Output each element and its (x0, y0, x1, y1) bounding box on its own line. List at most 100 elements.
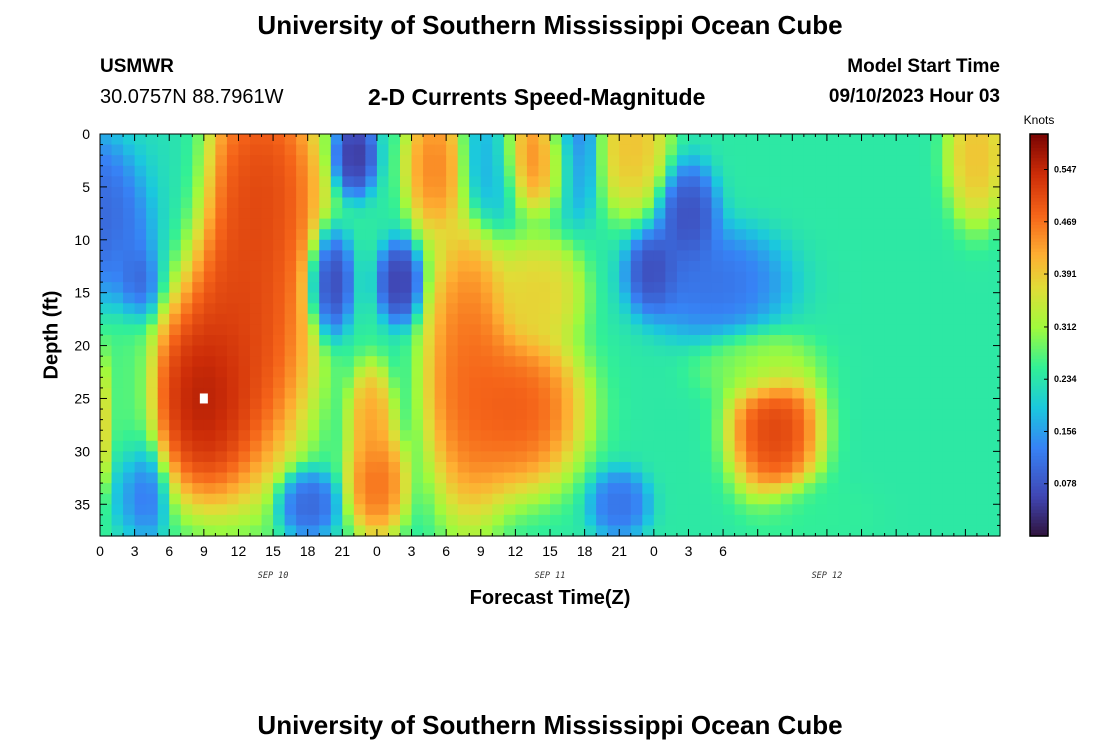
heatmap-cell (815, 144, 828, 156)
colorbar-segment (1030, 422, 1048, 427)
colorbar-segment (1030, 284, 1048, 289)
heatmap-cell (988, 387, 1001, 400)
heatmap-cell (919, 461, 932, 474)
heatmap-cell (826, 186, 840, 199)
heatmap-cell (723, 430, 736, 442)
heatmap-cell (907, 356, 920, 368)
heatmap-cell (238, 271, 251, 283)
heatmap-cell (930, 387, 943, 400)
heatmap-cell (400, 472, 413, 484)
heatmap-cell (469, 282, 482, 294)
heatmap-cell (688, 282, 701, 294)
heatmap-cell (515, 186, 528, 199)
heatmap-cell (480, 430, 493, 442)
heatmap-cell (376, 409, 390, 421)
heatmap-cell (630, 440, 643, 452)
heatmap-cell (780, 461, 793, 474)
heatmap-cell (780, 525, 793, 537)
heatmap-cell (700, 345, 713, 357)
heatmap-cell (134, 239, 147, 251)
heatmap-cell (711, 440, 724, 452)
heatmap-cell (826, 324, 840, 336)
heatmap-cell (215, 218, 228, 230)
heatmap-cell (480, 483, 493, 495)
heatmap-cell (619, 197, 632, 209)
heatmap-cell (619, 483, 632, 495)
heatmap-cell (526, 493, 540, 505)
heatmap-cell (238, 250, 251, 262)
heatmap-cell (630, 366, 643, 378)
heatmap-cell (503, 514, 516, 527)
heatmap-cell (630, 419, 643, 431)
heatmap-cell (157, 472, 170, 484)
heatmap-cell (653, 155, 666, 167)
heatmap-cell (873, 366, 886, 378)
heatmap-cell (550, 165, 563, 177)
colorbar-segment (1030, 361, 1048, 366)
heatmap-cell (261, 144, 274, 156)
heatmap-cell (988, 461, 1001, 474)
heatmap-cell (180, 345, 193, 357)
heatmap-cell (642, 409, 655, 421)
heatmap-cell (296, 229, 309, 241)
heatmap-cell (226, 493, 240, 505)
heatmap-cell (342, 335, 355, 347)
heatmap-cell (423, 282, 436, 294)
heatmap-cell (296, 271, 309, 283)
heatmap-cell (919, 271, 932, 283)
heatmap-cell (457, 292, 470, 304)
heatmap-cell (803, 483, 816, 495)
heatmap-cell (642, 451, 655, 463)
heatmap-cell (896, 398, 909, 410)
heatmap-cell (423, 525, 436, 537)
heatmap-cell (123, 461, 136, 474)
heatmap-cell (665, 419, 678, 431)
heatmap-cell (469, 176, 482, 188)
heatmap-cell (215, 525, 228, 537)
heatmap-cell (319, 303, 332, 315)
heatmap-cell (180, 324, 193, 336)
heatmap-cell (192, 186, 205, 199)
heatmap-cell (746, 377, 759, 389)
heatmap-cell (353, 387, 366, 400)
colorbar-segment (1030, 435, 1048, 440)
heatmap-cell (423, 155, 436, 167)
heatmap-cell (469, 134, 482, 146)
heatmap-cell (434, 504, 447, 516)
heatmap-cell (792, 239, 805, 251)
heatmap-cell (907, 303, 920, 315)
heatmap-cell (388, 271, 401, 283)
heatmap-cell (400, 483, 413, 495)
heatmap-cell (815, 239, 828, 251)
heatmap-cell (169, 335, 182, 347)
heatmap-cell (503, 525, 516, 537)
heatmap-cell (238, 260, 251, 273)
heatmap-cell (619, 282, 632, 294)
heatmap-cell (676, 409, 690, 421)
heatmap-cell (919, 335, 932, 347)
heatmap-cell (215, 493, 228, 505)
heatmap-cell (353, 514, 366, 527)
heatmap-cell (711, 229, 724, 241)
heatmap-cell (607, 134, 620, 146)
heatmap-cell (815, 493, 828, 505)
heatmap-cell (907, 155, 920, 167)
colorbar-segment (1030, 170, 1048, 175)
heatmap-cell (642, 165, 655, 177)
heatmap-cell (838, 250, 851, 262)
heatmap-cell (884, 356, 897, 368)
heatmap-cell (976, 303, 990, 315)
heatmap-cell (111, 292, 124, 304)
heatmap-cell (803, 387, 816, 400)
heatmap-cell (123, 493, 136, 505)
heatmap-cell (573, 324, 586, 336)
heatmap-cell (619, 218, 632, 230)
heatmap-cell (492, 472, 505, 484)
heatmap-cell (365, 239, 378, 251)
heatmap-cell (411, 461, 424, 474)
heatmap-cell (700, 483, 713, 495)
heatmap-cell (423, 165, 436, 177)
heatmap-cell (446, 324, 459, 336)
heatmap-cell (446, 165, 459, 177)
heatmap-cell (330, 144, 343, 156)
